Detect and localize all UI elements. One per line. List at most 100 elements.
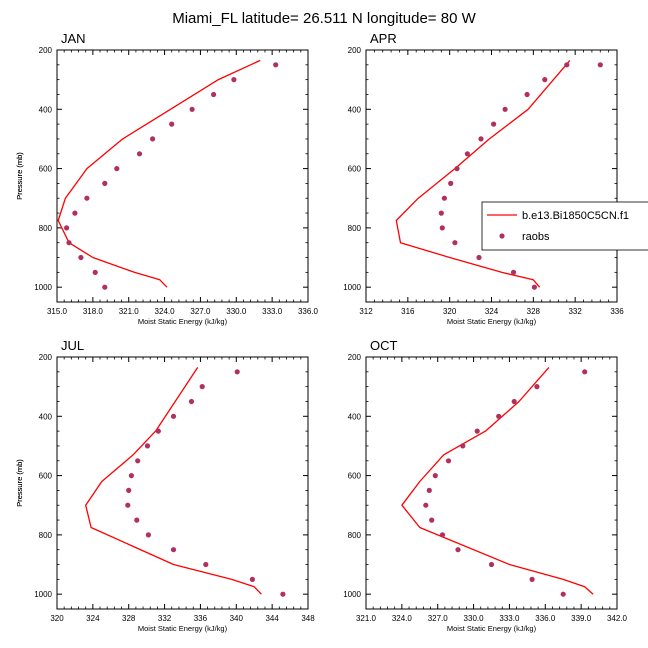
raobs-point — [441, 195, 447, 201]
x-tick-label: 344 — [265, 614, 279, 623]
legend-model-label: b.e13.Bi1850C5CN.f1 — [522, 210, 629, 222]
x-axis-label: Moist Static Energy (kJ/kg) — [447, 317, 537, 326]
raobs-point — [84, 195, 90, 201]
raobs-point — [445, 458, 452, 464]
panel-title: APR — [370, 31, 397, 46]
raobs-point — [125, 502, 131, 508]
raobs-point — [474, 428, 480, 434]
raobs-point — [114, 166, 120, 172]
legend: b.e13.Bi1850C5CN.f1 raobs — [481, 201, 648, 251]
raobs-point — [134, 517, 140, 523]
x-tick-label: 342.0 — [607, 614, 628, 623]
raobs-point — [597, 62, 603, 68]
x-tick-label: 321.0 — [356, 614, 377, 623]
y-axis-label: Pressure (mb) — [15, 152, 24, 200]
raobs-point — [102, 284, 108, 290]
x-tick-label: 327.0 — [190, 307, 211, 316]
y-tick-label: 400 — [348, 105, 362, 114]
y-tick-label: 200 — [39, 353, 53, 362]
panel-jan: JAN 315.0 318.0 321.0 324.0 327.0 330.0 333.0 33… — [15, 31, 319, 326]
y-tick-label: 800 — [348, 224, 362, 233]
x-tick-label: 336.0 — [298, 307, 319, 316]
model-line-jan — [57, 59, 261, 288]
y-tick-label: 600 — [348, 472, 362, 481]
panel-title: JUL — [61, 338, 84, 353]
y-tick-label: 800 — [39, 531, 53, 540]
raobs-point — [524, 91, 530, 98]
raobs-point — [150, 136, 156, 142]
raobs-point — [64, 225, 70, 231]
raobs-point — [511, 398, 517, 405]
raobs-point — [478, 136, 484, 142]
y-tick-label: 600 — [39, 472, 53, 481]
raobs-point — [92, 269, 98, 275]
raobs-point — [560, 591, 566, 597]
panels: JAN 315.0 318.0 321.0 324.0 327.0 330.0 333.0 33… — [15, 31, 628, 633]
raobs-point — [169, 121, 175, 127]
raobs-point — [455, 547, 461, 553]
model-line-apr — [395, 59, 571, 288]
raobs-point — [476, 254, 482, 261]
panel-title: OCT — [370, 338, 398, 353]
raobs-point — [249, 576, 255, 583]
raobs-point — [155, 428, 161, 434]
raobs-point — [426, 487, 432, 493]
model-line-jul — [85, 367, 262, 595]
raobs-point — [273, 62, 279, 68]
raobs-point — [502, 106, 508, 112]
y-tick-label: 1000 — [343, 590, 361, 599]
legend-box — [481, 201, 648, 251]
x-tick-label: 320 — [50, 614, 64, 623]
raobs-point — [144, 443, 151, 449]
panel-title: JAN — [61, 31, 86, 46]
raobs-point — [199, 384, 205, 390]
y-tick-label: 1000 — [34, 283, 52, 292]
x-tick-label: 324 — [86, 614, 100, 623]
panel-jul: JUL 320 324 328 332 336 340 344 348 200 400 600 800 1… — [15, 338, 315, 633]
raobs-point — [231, 77, 237, 83]
y-tick-label: 200 — [348, 46, 362, 55]
raobs-point — [510, 269, 517, 275]
raobs-point — [534, 384, 540, 390]
x-tick-label: 316 — [401, 307, 415, 316]
x-tick-label: 318.0 — [83, 307, 104, 316]
x-tick-label: 332 — [568, 307, 582, 316]
raobs-point — [66, 240, 72, 246]
raobs-point — [170, 547, 177, 553]
raobs-point — [438, 210, 444, 216]
x-tick-label: 348 — [301, 614, 315, 623]
x-tick-label: 315.0 — [47, 307, 68, 316]
raobs-point — [72, 210, 78, 216]
x-axis-label: Moist Static Energy (kJ/kg) — [138, 317, 228, 326]
y-tick-label: 800 — [39, 224, 53, 233]
raobs-point — [128, 473, 134, 479]
raobs-point — [203, 561, 209, 568]
panel-oct: OCT 321.0 324.0 327.0 330.0 333.0 336.0 339.0 34… — [15, 338, 628, 633]
model-line-oct — [401, 366, 594, 595]
raobs-point — [432, 473, 438, 479]
raobs-point — [496, 413, 502, 419]
y-tick-label: 600 — [39, 165, 53, 174]
panel-apr: APR 312 316 320 324 328 332 336 200 400 600 800 1000… — [15, 31, 624, 326]
x-tick-label: 336 — [194, 614, 208, 623]
legend-obs-swatch — [499, 233, 505, 239]
y-tick-label: 400 — [348, 412, 362, 421]
x-tick-label: 339.0 — [571, 614, 592, 623]
x-tick-label: 340 — [230, 614, 244, 623]
x-tick-label: 333.0 — [262, 307, 283, 316]
raobs-point — [188, 398, 195, 405]
x-tick-label: 332 — [158, 614, 172, 623]
raobs-point — [211, 91, 217, 98]
plot-frame — [56, 49, 309, 303]
y-axis-label: Pressure (mb) — [15, 459, 24, 507]
raobs-point — [460, 443, 466, 449]
y-tick-label: 200 — [39, 46, 53, 55]
legend-obs-label: raobs — [522, 231, 550, 243]
raobs-point — [189, 106, 195, 112]
raobs-point — [234, 369, 240, 375]
plot-frame — [365, 49, 618, 303]
raobs-point — [452, 240, 458, 246]
raobs-point — [564, 62, 570, 68]
y-tick-label: 1000 — [343, 283, 361, 292]
